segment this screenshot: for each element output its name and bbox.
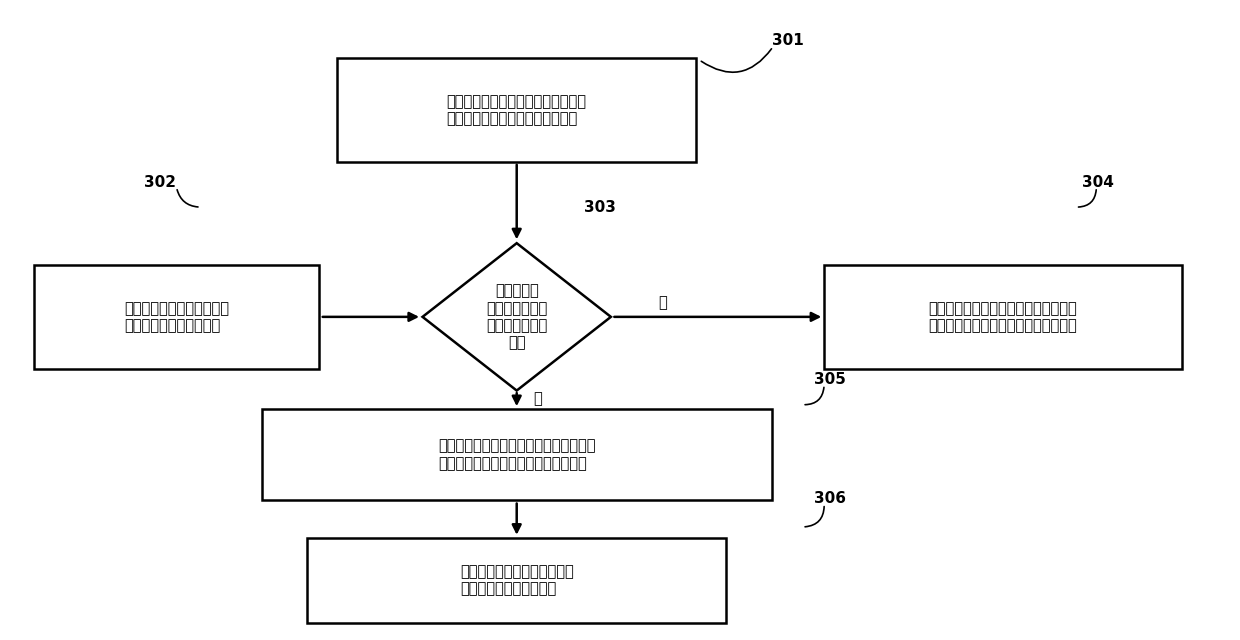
Text: 冷膨胀控制模块向室内换热器发送指
令，进入制热程序，执行化霜除尘: 冷膨胀控制模块向室内换热器发送指 令，进入制热程序，执行化霜除尘: [446, 93, 587, 126]
FancyArrowPatch shape: [805, 506, 825, 527]
FancyBboxPatch shape: [823, 265, 1182, 369]
Text: 305: 305: [815, 372, 847, 387]
Text: 304: 304: [1081, 175, 1114, 189]
FancyBboxPatch shape: [308, 538, 727, 623]
Text: 环境温度传感器向冷膨胀控
制模块发送环境温度信号: 环境温度传感器向冷膨胀控 制模块发送环境温度信号: [124, 301, 229, 333]
FancyArrowPatch shape: [805, 387, 823, 404]
Text: 向二通阀发送换热信号，冷媒通过冷媒换
热支管在排气管换热装置中与排气换热: 向二通阀发送换热信号，冷媒通过冷媒换 热支管在排气管换热装置中与排气换热: [438, 438, 595, 471]
Text: 换热后的冷媒温度升高，流向
蒸发器继续执行化霜流程: 换热后的冷媒温度升高，流向 蒸发器继续执行化霜流程: [460, 564, 574, 596]
FancyArrowPatch shape: [177, 189, 198, 207]
Text: 不向二通阀发送换热信号，冷媒在冷媒
管路中流向蒸发器，执行常规化霜流程: 不向二通阀发送换热信号，冷媒在冷媒 管路中流向蒸发器，执行常规化霜流程: [929, 301, 1078, 333]
Polygon shape: [423, 243, 611, 390]
Text: 301: 301: [771, 33, 804, 49]
Text: 303: 303: [584, 200, 615, 214]
Text: 306: 306: [815, 492, 847, 506]
FancyBboxPatch shape: [337, 58, 696, 162]
Text: 是: 是: [533, 391, 542, 406]
Text: 冷膨胀控制
模块判断环境温
度是否大于高温
阈值: 冷膨胀控制 模块判断环境温 度是否大于高温 阈值: [486, 284, 547, 351]
FancyArrowPatch shape: [702, 49, 771, 72]
FancyBboxPatch shape: [33, 265, 319, 369]
Text: 302: 302: [144, 175, 176, 189]
Text: 否: 否: [658, 295, 667, 310]
FancyArrowPatch shape: [1079, 190, 1096, 207]
FancyBboxPatch shape: [262, 410, 771, 500]
